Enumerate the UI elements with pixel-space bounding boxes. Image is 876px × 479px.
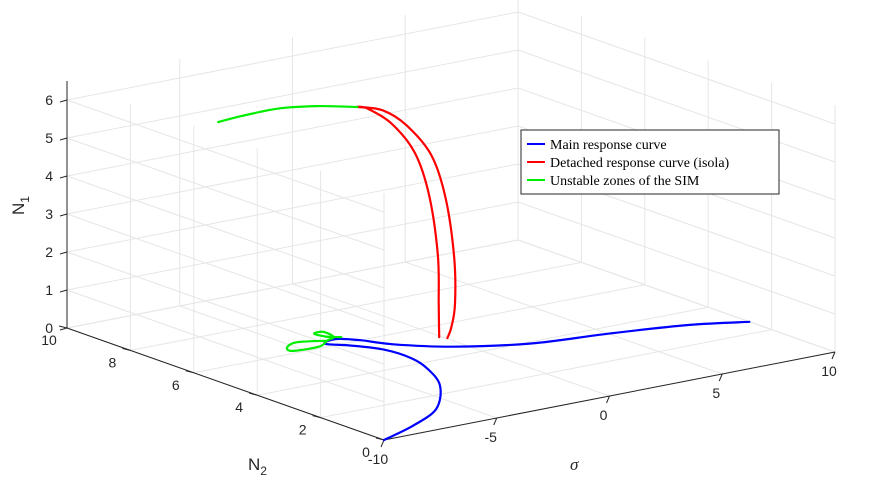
- x-tick-mark: [493, 417, 498, 426]
- legend-label: Unstable zones of the SIM: [550, 174, 700, 189]
- x-tick-label: 10: [821, 363, 837, 379]
- x-tick-label: -10: [368, 451, 388, 467]
- y-tick-mark: [375, 437, 385, 441]
- z-tick-label: 2: [45, 244, 53, 260]
- z-tick-mark: [59, 327, 68, 331]
- y-tick-label: 4: [235, 399, 243, 415]
- x-tick-mark: [606, 395, 610, 404]
- y-tick-mark: [312, 415, 321, 419]
- x-tick-mark: [380, 439, 385, 448]
- z-tick-label: 5: [45, 130, 53, 146]
- x-tick-label: -5: [485, 429, 498, 445]
- grid-line-side-z: [66, 137, 385, 251]
- y-tick-mark: [122, 347, 131, 351]
- x-axis-label: σ: [570, 455, 579, 474]
- x-tick-mark: [718, 373, 723, 382]
- grid-line-floor-x: [405, 261, 723, 375]
- grid-line-back-z: [66, 11, 519, 101]
- grid-line-right-z: [517, 49, 836, 163]
- y-tick-mark: [58, 325, 68, 329]
- y-tick-label: 10: [41, 332, 57, 348]
- z-axis-label: N1: [9, 196, 32, 215]
- legend-label: Detached response curve (isola): [550, 156, 730, 171]
- grid-line-back-z: [66, 239, 519, 329]
- y-axis-label-subscript: 2: [260, 464, 267, 478]
- grid-line-side-z: [66, 213, 385, 327]
- grid-line-back-z: [66, 125, 519, 215]
- grid-line-floor-x: [179, 305, 497, 419]
- y-tick-label: 2: [299, 422, 307, 438]
- grid-line-back-z: [66, 201, 519, 291]
- x-tick-label: 5: [712, 385, 720, 401]
- grid-line-side-z: [66, 175, 385, 289]
- z-tick-mark: [59, 175, 68, 179]
- z-tick-label: 1: [45, 282, 53, 298]
- y-axis-label: N2: [248, 455, 267, 478]
- grid-line-floor-y: [193, 284, 645, 374]
- z-tick-label: 3: [45, 206, 53, 222]
- x-tick-mark: [831, 351, 836, 360]
- z-tick-label: 4: [45, 168, 53, 184]
- y-tick-label: 0: [362, 444, 370, 460]
- series-lines: [217, 104, 751, 442]
- grid-line-floor-y: [130, 261, 582, 351]
- grid-line-back-z: [66, 49, 519, 139]
- legend-box: [520, 129, 780, 195]
- z-tick-label: 6: [45, 92, 53, 108]
- z-tick-mark: [59, 99, 68, 103]
- z-tick-mark: [59, 289, 68, 293]
- grid-line-side-z: [66, 99, 385, 213]
- series-line-3: [217, 104, 359, 124]
- grid-line-right-z: [517, 239, 836, 353]
- y-tick-label: 6: [172, 377, 180, 393]
- grid-line-side-z: [66, 289, 385, 403]
- grid-line-floor-x: [292, 283, 610, 397]
- grid-line-floor-y: [257, 306, 709, 396]
- z-tick-mark: [59, 137, 68, 141]
- y-tick-mark: [185, 370, 194, 374]
- y-axis-label-base: N: [248, 455, 260, 474]
- grid-line-back-z: [66, 163, 519, 253]
- x-tick-label: 0: [600, 407, 608, 423]
- grid-line-floor-y: [320, 329, 772, 419]
- grid-line-side-z: [66, 251, 385, 365]
- z-axis-label-base: N: [9, 203, 28, 215]
- z-axis-label-subscript: 1: [18, 196, 32, 203]
- y-tick-label: 8: [109, 354, 117, 370]
- axes: [58, 81, 836, 448]
- y-axis-line: [66, 327, 385, 441]
- legend: Main response curve Detached response cur…: [520, 129, 780, 195]
- grid-line-right-z: [517, 11, 836, 125]
- grid-line-right-z: [517, 201, 836, 315]
- z-tick-label: 0: [45, 320, 53, 336]
- y-tick-mark: [249, 392, 258, 396]
- z-tick-mark: [59, 251, 68, 255]
- z-tick-mark: [59, 213, 68, 217]
- series-line-2: [285, 330, 343, 353]
- grid-line-back-z: [66, 87, 519, 177]
- legend-label: Main response curve: [550, 138, 667, 153]
